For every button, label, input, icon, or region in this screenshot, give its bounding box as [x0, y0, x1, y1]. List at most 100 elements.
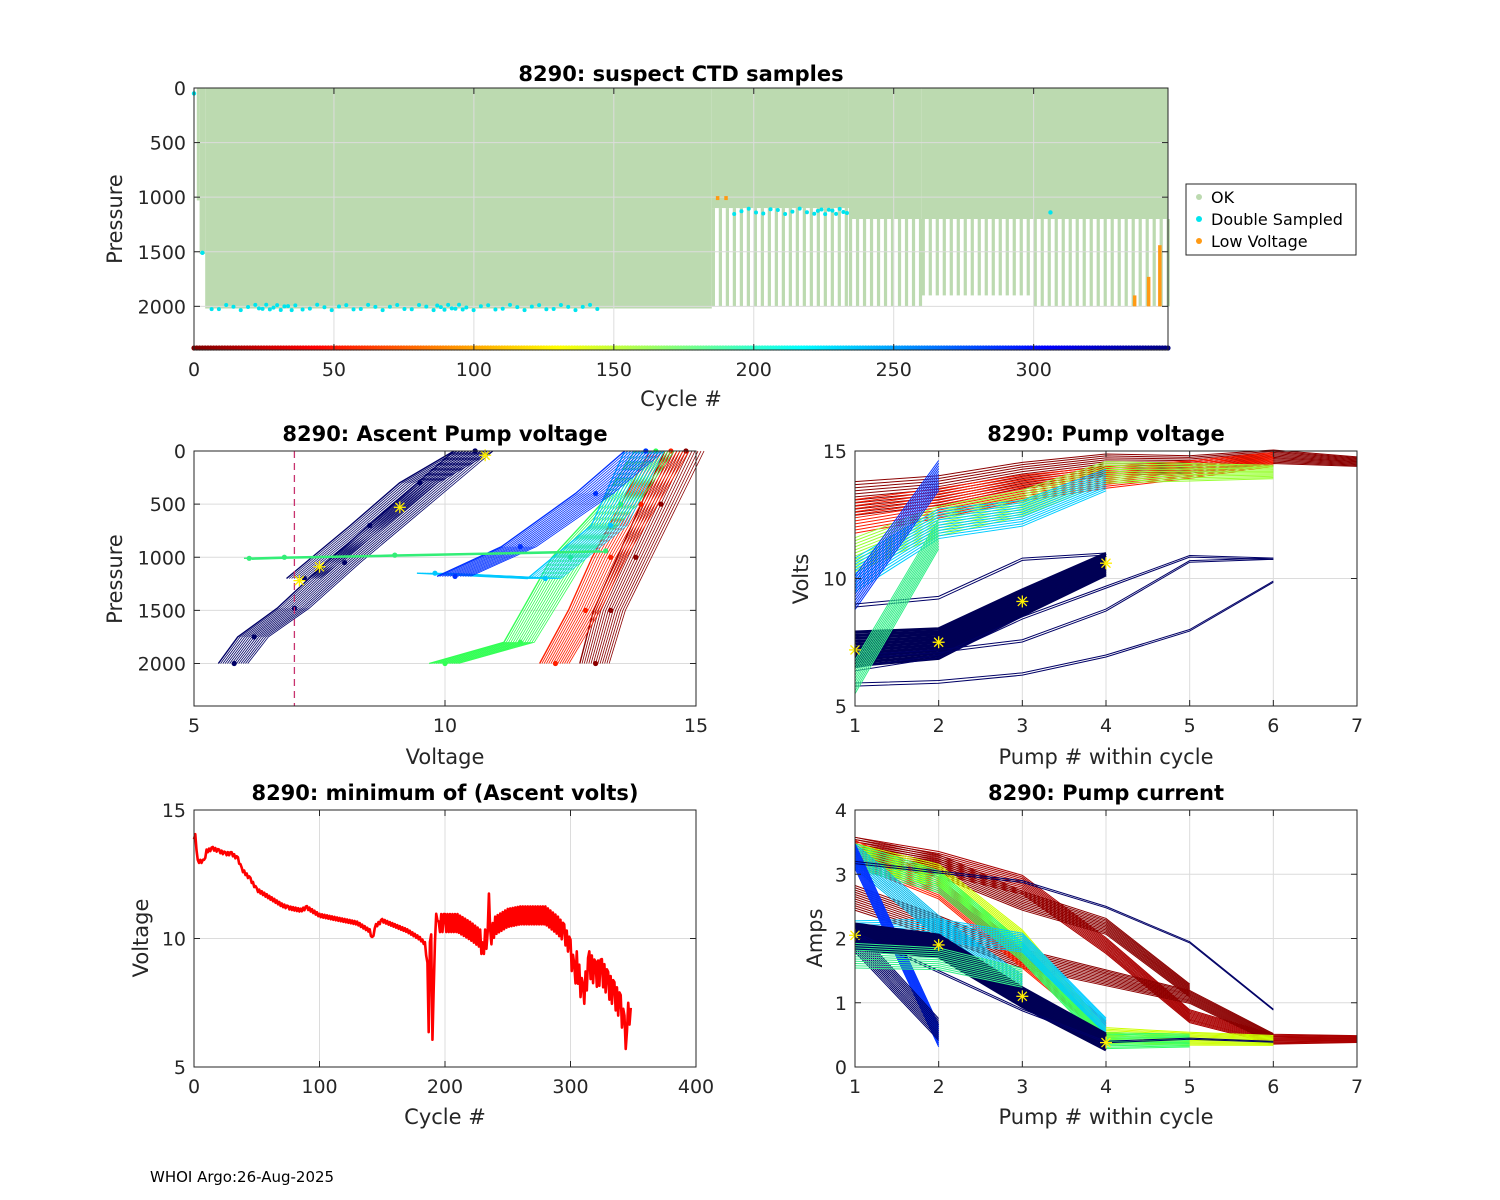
double-sampled-point: [275, 303, 280, 308]
footer-caption: WHOI Argo:26-Aug-2025: [150, 1168, 334, 1186]
series-line: [541, 450, 654, 664]
y-tick-label: 1500: [138, 600, 186, 622]
series-line: [854, 960, 1023, 983]
double-sampled-point: [442, 307, 447, 312]
ok-sample-column: [809, 208, 813, 307]
y-tick-label: 15: [162, 800, 186, 822]
double-sampled-point: [260, 306, 265, 311]
x-tick-label: 0: [188, 359, 200, 381]
series-point: [392, 552, 398, 558]
double-sampled-point: [841, 209, 846, 214]
double-sampled-point: [453, 306, 458, 311]
x-tick-label: 3: [1016, 715, 1028, 737]
ok-sample-column: [1005, 219, 1009, 296]
series-line-min-voltage: [192, 832, 633, 1051]
legend-label-low-voltage: Low Voltage: [1211, 232, 1308, 251]
series-line: [552, 450, 669, 664]
double-sampled-point: [373, 304, 378, 309]
gridlines: [194, 88, 1168, 350]
double-sampled-point: [380, 308, 385, 313]
double-sampled-point: [471, 308, 476, 313]
double-sampled-point: [815, 208, 820, 213]
x-tick-label: 6: [1267, 1076, 1279, 1098]
x-tick-label: 300: [552, 1076, 588, 1098]
double-sampled-point: [231, 304, 236, 309]
series-line: [546, 450, 660, 664]
low-voltage-point: [724, 196, 728, 201]
x-tick-label: 100: [456, 359, 492, 381]
series-line: [854, 843, 1023, 976]
series-line: [245, 450, 491, 664]
series-line: [588, 450, 678, 664]
series-line: [854, 548, 940, 695]
ok-sample-column: [1047, 219, 1051, 307]
ok-sample-column: [781, 208, 785, 307]
double-sampled-point: [790, 209, 795, 214]
series-line: [854, 841, 1190, 987]
series-line: [539, 450, 651, 664]
ok-sample-column: [890, 219, 895, 307]
x-tick-label: 3: [1016, 1076, 1028, 1098]
series-line: [854, 484, 1107, 584]
highlight-marker: [932, 636, 945, 649]
legend-marker-low-voltage: [1196, 238, 1202, 244]
series-line: [548, 450, 663, 664]
ok-sample-column: [1110, 219, 1114, 307]
y-tick-label: 500: [150, 133, 186, 155]
ok-sample-column: [998, 219, 1002, 296]
series-line: [462, 450, 656, 577]
ok-sample-block: [196, 88, 200, 201]
y-axis-label: Voltage: [129, 899, 153, 978]
series-line: [597, 450, 690, 664]
series-line: [854, 463, 1274, 542]
series-lines: [854, 836, 1358, 1052]
x-tick-label: 100: [301, 1076, 337, 1098]
series-line: [854, 567, 1107, 659]
series-line: [854, 476, 1107, 571]
series-line: [854, 559, 1107, 646]
double-sampled-point: [830, 208, 835, 213]
series-line: [854, 545, 940, 691]
series-line: [854, 526, 940, 670]
x-tick-label: 200: [736, 359, 772, 381]
series-line: [561, 450, 681, 664]
double-sampled-point: [256, 306, 261, 311]
chart-ascent-pump-voltage: 5 10 15 0 500 1000 1500 2000 8290: Ascent Pump …: [103, 422, 708, 769]
series-line: [222, 450, 461, 664]
series-line: [854, 524, 940, 667]
double-sampled-point: [558, 302, 563, 307]
double-sampled-point: [812, 211, 817, 216]
double-sampled-point: [768, 207, 773, 212]
series-line: [243, 550, 601, 560]
double-sampled-point: [460, 307, 465, 312]
ok-sample-column: [862, 219, 867, 307]
series-line: [854, 863, 1274, 1011]
marker-stroke: [1101, 1037, 1111, 1048]
x-tick-label: 150: [596, 359, 632, 381]
series-line: [854, 847, 1023, 979]
series-point: [542, 575, 549, 582]
ok-sample-column: [1138, 219, 1142, 307]
ok-sample-column: [918, 219, 923, 307]
double-sampled-samples: [191, 91, 1053, 313]
double-sampled-point: [336, 304, 341, 309]
series-line: [240, 450, 485, 664]
chart-title: 8290: minimum of (Ascent volts): [251, 781, 638, 805]
x-tick-label: 7: [1351, 715, 1363, 737]
series-line: [854, 863, 1190, 1047]
y-tick-label: 4: [835, 800, 847, 822]
series-line: [251, 551, 609, 560]
highlight-marker: [1100, 557, 1112, 570]
chart-title: 8290: Pump voltage: [987, 422, 1225, 446]
cycle-color-strip: [191, 345, 1171, 351]
series-line: [854, 488, 1107, 590]
series-line: [286, 450, 455, 580]
series-line: [854, 956, 1023, 980]
series-point: [567, 554, 574, 560]
series-line: [444, 450, 635, 577]
series-line: [854, 958, 1023, 981]
series-line: [467, 450, 662, 577]
y-axis-label: Pressure: [103, 534, 127, 624]
series-line: [442, 450, 654, 664]
x-tick-label: 200: [427, 1076, 463, 1098]
